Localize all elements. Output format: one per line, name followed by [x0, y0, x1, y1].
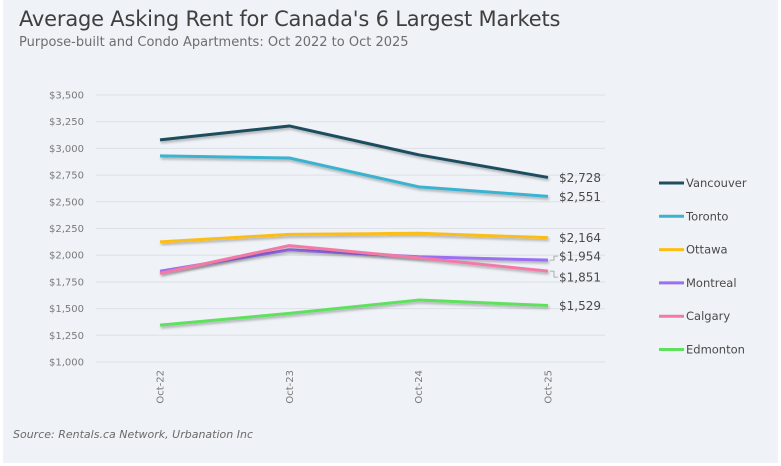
legend-label: Calgary: [686, 309, 730, 323]
series-line-calgary: [159, 244, 549, 275]
y-tick-label: $1,750: [49, 277, 84, 288]
label-leader-line: [550, 255, 558, 261]
y-tick-label: $2,500: [49, 197, 84, 208]
legend-item-calgary: Calgary: [659, 309, 730, 323]
y-tick-label: $1,250: [49, 331, 84, 342]
end-label-edmonton: $1,529: [559, 299, 601, 313]
y-tick-label: $3,250: [49, 117, 84, 128]
legend-item-edmonton: Edmonton: [659, 343, 745, 357]
end-label-vancouver: $2,728: [559, 171, 601, 185]
x-tick-label: Oct-22: [156, 370, 167, 404]
x-tick-label: Oct-23: [285, 370, 296, 404]
y-tick-label: $2,000: [49, 251, 84, 262]
label-leader-line: [550, 270, 558, 278]
gridlines: [96, 94, 605, 363]
series-line-vancouver: [159, 124, 549, 179]
y-tick-label: $2,750: [49, 171, 84, 182]
legend-item-montreal: Montreal: [659, 276, 737, 290]
legend-label: Montreal: [686, 276, 737, 290]
chart-title: Average Asking Rent for Canada's 6 Large…: [19, 7, 561, 31]
legend-item-vancouver: Vancouver: [659, 176, 747, 190]
chart-subtitle: Purpose-built and Condo Apartments: Oct …: [19, 35, 409, 50]
legend-label: Edmonton: [686, 343, 745, 357]
end-label-calgary: $1,851: [559, 271, 601, 285]
y-tick-label: $1,500: [49, 304, 84, 315]
legend-label: Ottawa: [686, 243, 728, 257]
legend: Vancouver Toronto Ottawa Montreal Calgary Edm…: [659, 176, 747, 357]
end-label-ottawa: $2,164: [559, 231, 601, 245]
y-axis: $1,000 $1,250 $1,500 $1,750 $2,000 $2,250 $2,5…: [49, 91, 84, 369]
y-tick-label: $1,000: [49, 358, 84, 369]
x-tick-label: Oct-25: [544, 370, 555, 404]
x-axis: Oct-22 Oct-23 Oct-24 Oct-25: [156, 370, 555, 404]
series-line-edmonton: [159, 298, 549, 327]
x-tick-label: Oct-24: [414, 370, 425, 404]
legend-label: Toronto: [685, 209, 728, 223]
series-line-ottawa: [159, 231, 549, 244]
y-tick-label: $3,000: [49, 144, 84, 155]
end-label-montreal: $1,954: [559, 250, 601, 264]
legend-item-ottawa: Ottawa: [659, 243, 728, 257]
end-labels: $2,728 $2,551 $2,164 $1,954 $1,851 $1,529: [550, 171, 601, 313]
y-tick-label: $2,250: [49, 224, 84, 235]
chart-frame: Average Asking Rent for Canada's 6 Large…: [3, 0, 778, 463]
series-line-toronto: [159, 154, 549, 198]
legend-label: Vancouver: [686, 176, 747, 190]
chart-source: Source: Rentals.ca Network, Urbanation I…: [13, 428, 253, 441]
legend-item-toronto: Toronto: [659, 209, 728, 223]
y-tick-label: $3,500: [49, 91, 84, 102]
end-label-toronto: $2,551: [559, 190, 601, 204]
series-lines: [159, 124, 549, 327]
